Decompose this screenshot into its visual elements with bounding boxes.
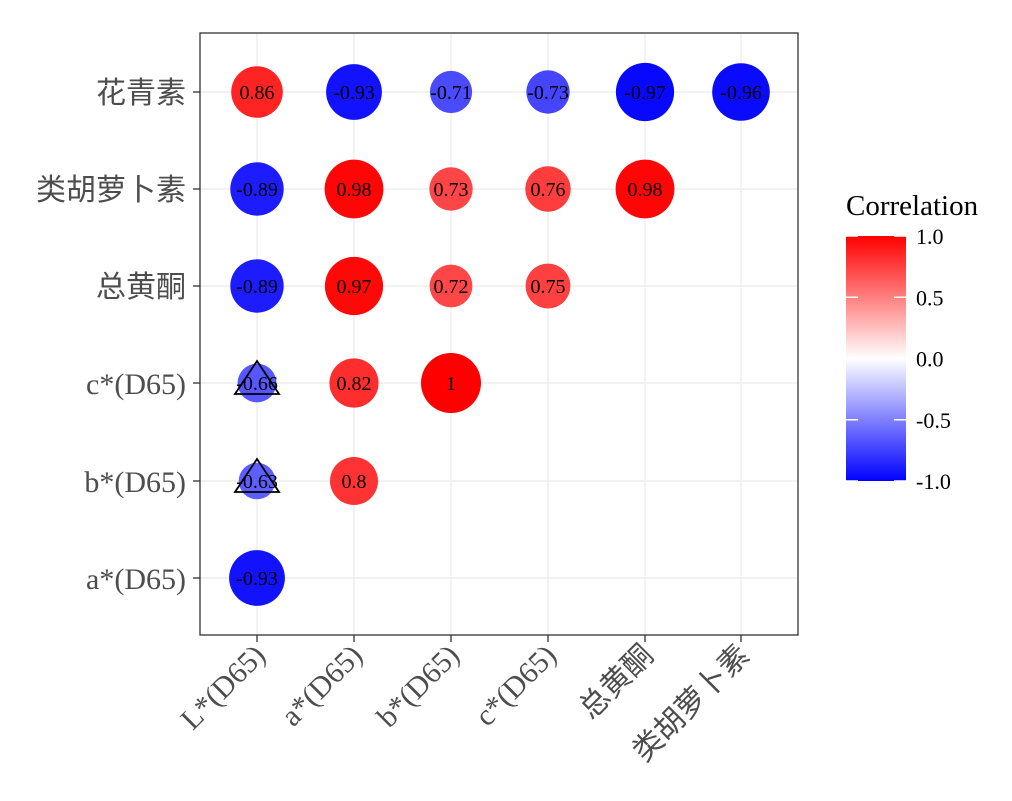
correlation-dot [526,70,570,114]
correlation-value-label: -0.93 [236,568,278,590]
correlation-dot [421,353,481,413]
correlation-value-label: -0.96 [720,82,762,104]
correlation-dot [712,63,770,121]
significance-triangle-marker [233,359,281,395]
legend-tick-label: 1.0 [916,224,944,249]
panel-background [200,33,798,635]
correlation-dot [429,167,473,211]
correlation-value-label: -0.73 [527,82,569,104]
legend-tick-label: 0.0 [916,347,944,372]
panel-border [199,32,799,636]
legend-tick-label: -0.5 [916,408,951,433]
correlation-value-label: 0.73 [434,179,469,201]
y-axis-label: 总黄酮 [96,271,186,304]
y-axis-label: 花青素 [96,77,186,110]
correlation-value-label: -0.89 [236,276,278,298]
y-axis-label: 类胡萝卜素 [36,174,186,207]
correlation-value-label: 0.98 [337,179,372,201]
legend-tick-label: 0.5 [916,285,944,310]
correlation-dot [329,358,379,408]
correlation-dot [615,62,675,122]
correlation-dot [229,550,285,606]
correlation-value-label: 0.72 [434,276,469,298]
x-axis-label: a*(D65) [275,639,369,733]
y-axis-label: b*(D65) [84,466,186,499]
correlation-value-label: -0.97 [624,82,666,104]
correlation-dot [429,264,473,308]
correlation-dot [330,457,378,505]
correlation-value-label: 0.75 [531,276,566,298]
correlation-dot [324,159,384,219]
correlation-dot [525,263,571,309]
legend-tick-label: -1.0 [916,469,951,494]
correlation-value-label: -0.66 [236,373,278,395]
y-axis-label: c*(D65) [86,368,186,401]
correlation-value-label: 1 [446,373,456,395]
correlation-value-label: -0.63 [236,471,278,493]
correlation-dot [525,166,571,212]
correlation-dot [231,66,283,118]
correlation-value-label: -0.93 [333,82,375,104]
correlation-value-label: 0.86 [240,82,275,104]
correlation-value-label: 0.76 [531,179,566,201]
correlation-dot [324,256,384,316]
correlation-value-label: -0.89 [236,179,278,201]
correlation-value-label: 0.82 [337,373,372,395]
legend-title: Correlation [846,190,979,222]
correlation-value-label: 0.8 [342,471,367,493]
correlation-dot [230,162,284,216]
correlation-value-label: 0.97 [337,276,372,298]
x-axis-label: 总黄酮 [573,639,660,726]
correlation-dot [230,259,284,313]
y-axis-label: a*(D65) [86,563,186,596]
x-axis-label: c*(D65) [469,639,563,733]
correlation-dot [615,159,675,219]
correlation-dot [237,363,277,403]
significance-triangle-marker [233,457,281,493]
correlation-dot [429,70,473,114]
correlation-dot [326,64,382,120]
correlation-value-label: -0.71 [430,82,472,104]
x-axis-label: L*(D65) [174,639,272,737]
x-axis-label: b*(D65) [371,639,466,734]
correlation-value-label: 0.98 [628,179,663,201]
